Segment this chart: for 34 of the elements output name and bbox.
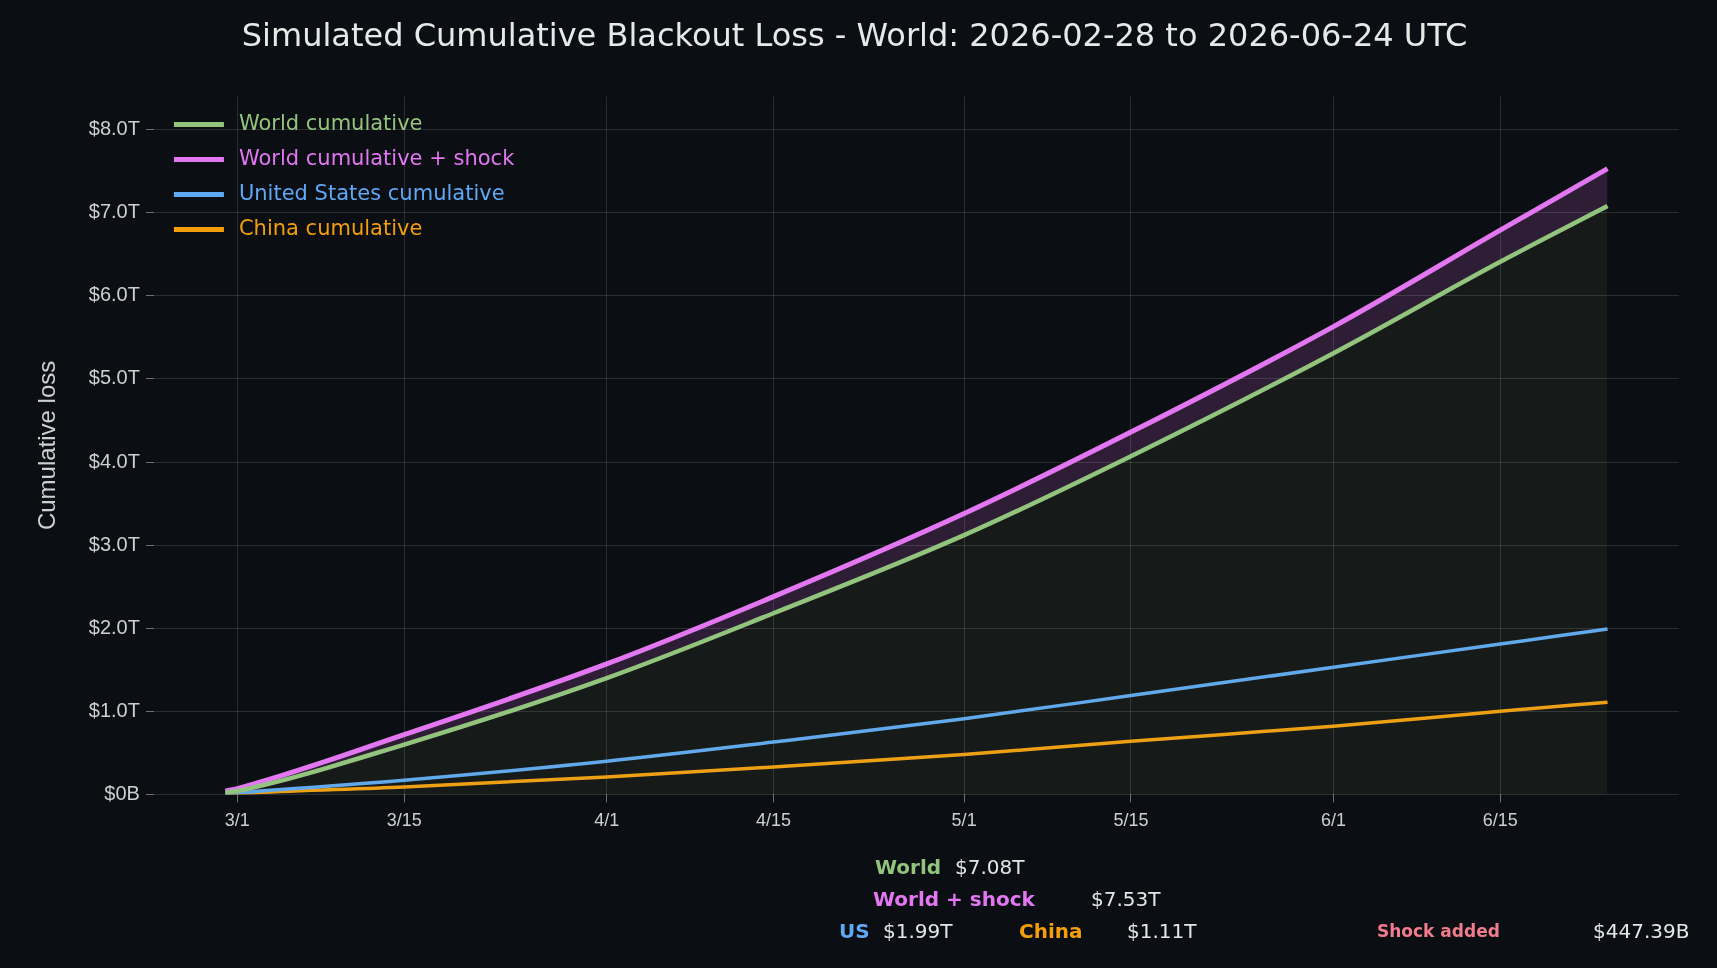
x-tick-label: 5/15 <box>1113 810 1149 831</box>
x-tick-label: 3/1 <box>224 810 250 831</box>
y-tick-label: $1.0T <box>88 698 140 721</box>
text: $7.53T <box>1091 887 1161 911</box>
chart-title: Simulated Cumulative Blackout Loss - World: 2026-02-28 to 2026-06-24 UTC <box>241 15 1468 54</box>
y-tick-label: $8.0T <box>88 117 140 140</box>
x-tick-label: 5/1 <box>951 810 977 831</box>
x-tick-label: 6/15 <box>1482 810 1518 831</box>
text: US <box>839 919 870 943</box>
text: $7.08T <box>955 855 1025 879</box>
text: China <box>1019 919 1083 943</box>
y-axis-title: Cumulative loss <box>33 360 61 531</box>
line-series <box>223 627 1610 795</box>
y-tick-label: $0B <box>104 781 140 804</box>
text: Shock added <box>1377 921 1500 941</box>
text: World + shock <box>873 887 1035 911</box>
legend-label: World cumulative <box>238 110 423 135</box>
legend-label: United States cumulative <box>238 180 505 205</box>
text: $1.11T <box>1127 919 1197 943</box>
y-tick-label: $4.0T <box>88 449 140 472</box>
y-tick-label: $6.0T <box>88 283 140 306</box>
x-tick-label: 6/1 <box>1320 810 1346 831</box>
text: $1.99T <box>883 919 953 943</box>
y-tick-label: $5.0T <box>88 366 140 389</box>
x-tick-label: 3/15 <box>386 810 422 831</box>
y-tick-label: $7.0T <box>88 200 140 223</box>
text: $447.39B <box>1593 919 1690 943</box>
x-tick-label: 4/1 <box>594 810 620 831</box>
text: World <box>875 855 942 879</box>
x-tick-label: 4/15 <box>755 810 792 831</box>
legend-label: World cumulative + shock <box>238 145 516 170</box>
y-tick-label: $2.0T <box>88 615 140 638</box>
legend-label: China cumulative <box>238 215 423 240</box>
y-tick-label: $3.0T <box>88 532 140 555</box>
